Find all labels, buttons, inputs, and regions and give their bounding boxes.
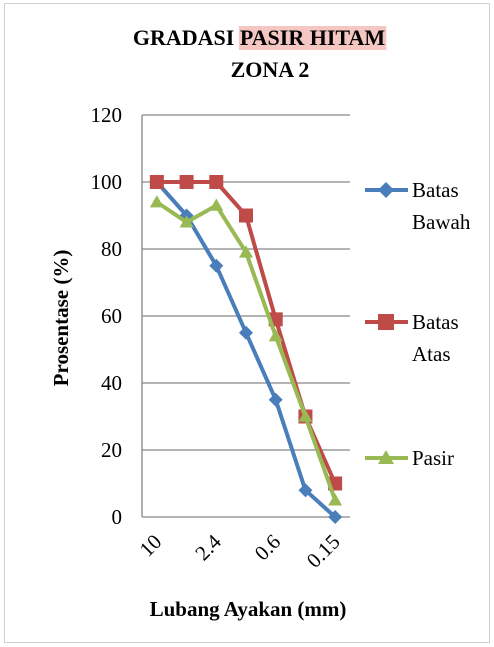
legend-item: Pasir xyxy=(365,446,454,470)
series-2 xyxy=(149,195,343,506)
data-point xyxy=(239,325,253,340)
y-tick-label: 40 xyxy=(101,371,122,395)
legend-marker-icon xyxy=(378,450,394,464)
chart-title-highlight: PASIR HITAM xyxy=(240,25,385,50)
chart-title-line2: ZONA 2 xyxy=(231,57,310,82)
series-layer xyxy=(149,175,343,524)
data-point xyxy=(298,409,313,422)
data-point xyxy=(209,175,224,189)
legend-item: Batas Atas xyxy=(365,310,459,366)
chart-title-line1: GRADASI PASIR HITAM xyxy=(133,25,385,50)
x-tick-label: 0.15 xyxy=(302,530,345,573)
data-point xyxy=(179,215,194,228)
y-tick-label: 60 xyxy=(101,304,122,328)
chart-frame xyxy=(4,3,490,643)
legend-item: Batas Bawah xyxy=(365,178,471,234)
y-tick-label: 120 xyxy=(91,103,123,127)
series-line xyxy=(155,180,337,519)
title-highlight-background xyxy=(238,26,387,50)
data-point xyxy=(328,493,343,506)
legend-label: Batas xyxy=(412,178,459,202)
data-point xyxy=(179,175,194,189)
data-point xyxy=(328,510,343,524)
data-point xyxy=(268,392,283,407)
y-tick-label: 80 xyxy=(101,237,122,261)
y-tick-label: 20 xyxy=(101,438,122,462)
chart-title-part1: GRADASI xyxy=(133,25,240,50)
y-axis-ticks: 0 20 40 60 80 100 120 xyxy=(91,103,123,529)
legend-label: Batas xyxy=(412,310,459,334)
legend-label: Atas xyxy=(412,342,451,366)
x-axis-ticks: 10 2.4 0.6 0.15 xyxy=(135,529,345,572)
x-tick-label: 10 xyxy=(135,530,167,562)
x-axis-title: Lubang Ayakan (mm) xyxy=(150,597,347,621)
legend-label: Bawah xyxy=(412,210,471,234)
data-point xyxy=(239,245,253,258)
data-point xyxy=(149,195,164,208)
y-tick-label: 0 xyxy=(112,505,123,529)
data-point xyxy=(209,258,224,273)
legend-label: Pasir xyxy=(412,446,454,470)
data-point xyxy=(298,483,313,498)
y-tick-label: 100 xyxy=(91,170,123,194)
data-point xyxy=(149,175,164,189)
legend-marker-icon xyxy=(378,314,394,330)
legend: Batas Bawah Batas Atas Pasir xyxy=(365,178,471,470)
x-tick-label: 0.6 xyxy=(250,530,286,566)
x-tick-label: 2.4 xyxy=(190,529,226,565)
data-point xyxy=(239,208,253,223)
y-axis-title: Prosentase (%) xyxy=(49,250,73,387)
data-point xyxy=(268,329,283,342)
series-0 xyxy=(149,175,343,524)
legend-marker-icon xyxy=(378,182,394,198)
data-point xyxy=(209,198,224,211)
